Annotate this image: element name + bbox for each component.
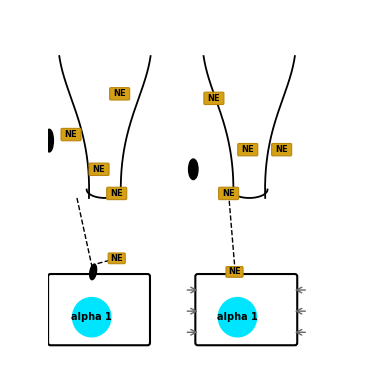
Circle shape [73,298,111,337]
Text: NE: NE [65,130,78,139]
Circle shape [218,298,256,337]
Text: NE: NE [228,267,241,276]
Text: NE: NE [111,189,123,198]
FancyBboxPatch shape [110,88,130,100]
Text: alpha 1: alpha 1 [217,312,258,322]
Ellipse shape [188,159,198,180]
Text: NE: NE [276,145,288,154]
FancyBboxPatch shape [89,163,109,176]
FancyBboxPatch shape [48,274,150,345]
FancyBboxPatch shape [238,143,258,156]
Text: alpha 1: alpha 1 [71,312,112,322]
FancyBboxPatch shape [204,92,224,105]
Ellipse shape [90,264,97,279]
FancyBboxPatch shape [272,143,291,156]
Text: NE: NE [241,145,254,154]
Ellipse shape [45,129,53,152]
FancyBboxPatch shape [108,253,125,264]
FancyBboxPatch shape [218,187,239,200]
Text: NE: NE [207,94,220,103]
Text: NE: NE [111,254,123,263]
Text: NE: NE [222,189,235,198]
Text: NE: NE [113,89,126,98]
FancyBboxPatch shape [195,274,297,345]
FancyBboxPatch shape [61,129,81,141]
FancyBboxPatch shape [226,267,243,277]
FancyBboxPatch shape [107,187,127,200]
Text: NE: NE [93,165,105,174]
